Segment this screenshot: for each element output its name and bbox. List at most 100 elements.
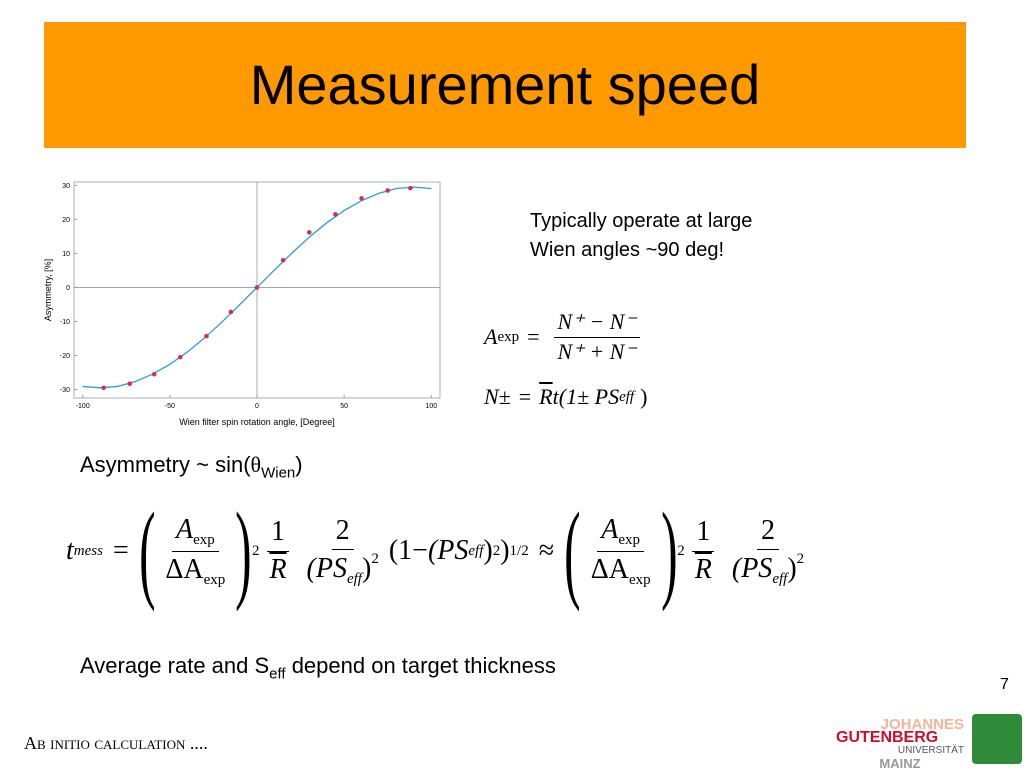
- paren: ): [361, 552, 372, 584]
- point: [333, 212, 338, 217]
- point: [178, 354, 183, 360]
- sub: eff: [468, 542, 484, 559]
- title: Measurement speed: [249, 53, 761, 116]
- logo-text: GUTENBERG: [836, 729, 939, 746]
- x-axis-label: Wien filter spin rotation angle, [Degree…: [179, 417, 335, 427]
- sub: Wien: [261, 464, 296, 482]
- point: [306, 230, 312, 235]
- power: 2: [796, 550, 805, 567]
- logo: JOHANNES GUTENBERG UNIVERSITÄT MAINZ: [836, 716, 964, 771]
- point: [228, 309, 234, 315]
- x-tick-label: 50: [340, 403, 348, 410]
- sub: exp: [618, 532, 641, 548]
- point: [204, 333, 209, 339]
- approx: ≈: [538, 535, 555, 566]
- point: [254, 285, 260, 290]
- point: [385, 188, 391, 193]
- sub: eff: [772, 570, 788, 587]
- x-tick-label: -100: [76, 403, 90, 410]
- sym: (PS: [306, 552, 347, 584]
- sym: A: [601, 514, 619, 545]
- sub: eff: [619, 388, 635, 405]
- sym: ΔA: [165, 553, 204, 585]
- power: 2: [251, 542, 260, 559]
- y-tick-label: 10: [62, 251, 70, 258]
- text: depend on target thickness: [285, 653, 556, 678]
- title-band: Measurement speed: [44, 22, 966, 148]
- x-tick-label: 100: [425, 403, 437, 410]
- sym: (PS: [427, 535, 469, 566]
- numerator: N⁺ − N⁻: [553, 308, 640, 338]
- footer: Ab initio calculation ....: [24, 733, 208, 753]
- sub: exp: [193, 532, 215, 548]
- power: 2: [492, 542, 501, 559]
- point: [101, 385, 106, 391]
- x-tick-label: 0: [255, 403, 259, 410]
- paren: (: [564, 490, 581, 612]
- point: [408, 185, 413, 191]
- point: [151, 371, 157, 377]
- sub: exp: [497, 328, 520, 345]
- sub: exp: [203, 571, 226, 588]
- y-tick-label: -10: [60, 319, 70, 326]
- sym: N±: [484, 384, 511, 409]
- paren: ): [483, 535, 493, 566]
- sym: R: [539, 384, 553, 409]
- y-tick-label: 20: [62, 217, 70, 224]
- logo-text: MAINZ: [879, 756, 921, 771]
- logo-text: JOHANNES: [880, 716, 964, 733]
- sub: eff: [269, 665, 286, 683]
- power: 1/2: [509, 542, 529, 559]
- rel: =: [518, 384, 532, 409]
- y-axis-label: Asymmetry, [%]: [43, 259, 53, 321]
- num: 1: [692, 514, 715, 552]
- theta: θ: [250, 452, 262, 477]
- paren: ): [787, 552, 797, 584]
- x-tick-label: -50: [165, 403, 175, 410]
- text: Average rate and S: [80, 653, 270, 678]
- num: 2: [757, 513, 779, 550]
- text: Asymmetry ~ sin(: [80, 452, 251, 477]
- sin-line: Asymmetry ~ sin(θWien): [80, 452, 303, 481]
- sym: t: [66, 535, 74, 566]
- sub: eff: [346, 570, 362, 587]
- point: [127, 381, 133, 387]
- y-tick-label: -20: [60, 353, 70, 360]
- power: 2: [371, 550, 379, 567]
- logo-mark: [972, 714, 1022, 764]
- rel: =: [527, 324, 540, 350]
- sym: R: [269, 553, 287, 585]
- num: 2: [331, 513, 354, 550]
- paren: ): [660, 490, 678, 612]
- expr: t(1± PS: [552, 384, 620, 409]
- note-line: Wien angles ~90 deg!: [530, 239, 725, 261]
- sym: A: [484, 324, 498, 350]
- logo-text: UNIVERSITÄT: [897, 745, 964, 756]
- bottom-line: Average rate and Seff depend on target t…: [80, 653, 556, 682]
- paren: ): [235, 490, 252, 612]
- paren: ): [500, 535, 510, 566]
- rel: =: [112, 535, 129, 566]
- sub: mess: [73, 542, 103, 559]
- sym: (PS: [731, 552, 773, 584]
- point: [359, 196, 364, 201]
- y-tick-label: 30: [62, 183, 70, 190]
- paren: (: [138, 490, 156, 612]
- sym: A: [175, 514, 194, 545]
- note-line: Typically operate at large: [530, 210, 753, 232]
- sub: exp: [628, 571, 651, 588]
- open: (1−: [388, 535, 428, 566]
- y-tick-label: -30: [60, 387, 70, 394]
- y-tick-label: 0: [66, 285, 70, 292]
- num: 1: [266, 514, 289, 552]
- page-number: 7: [1000, 676, 1009, 693]
- text: ): [295, 452, 303, 477]
- denominator: N⁺ + N⁻: [557, 338, 636, 364]
- power: 2: [677, 542, 685, 559]
- point: [280, 257, 286, 263]
